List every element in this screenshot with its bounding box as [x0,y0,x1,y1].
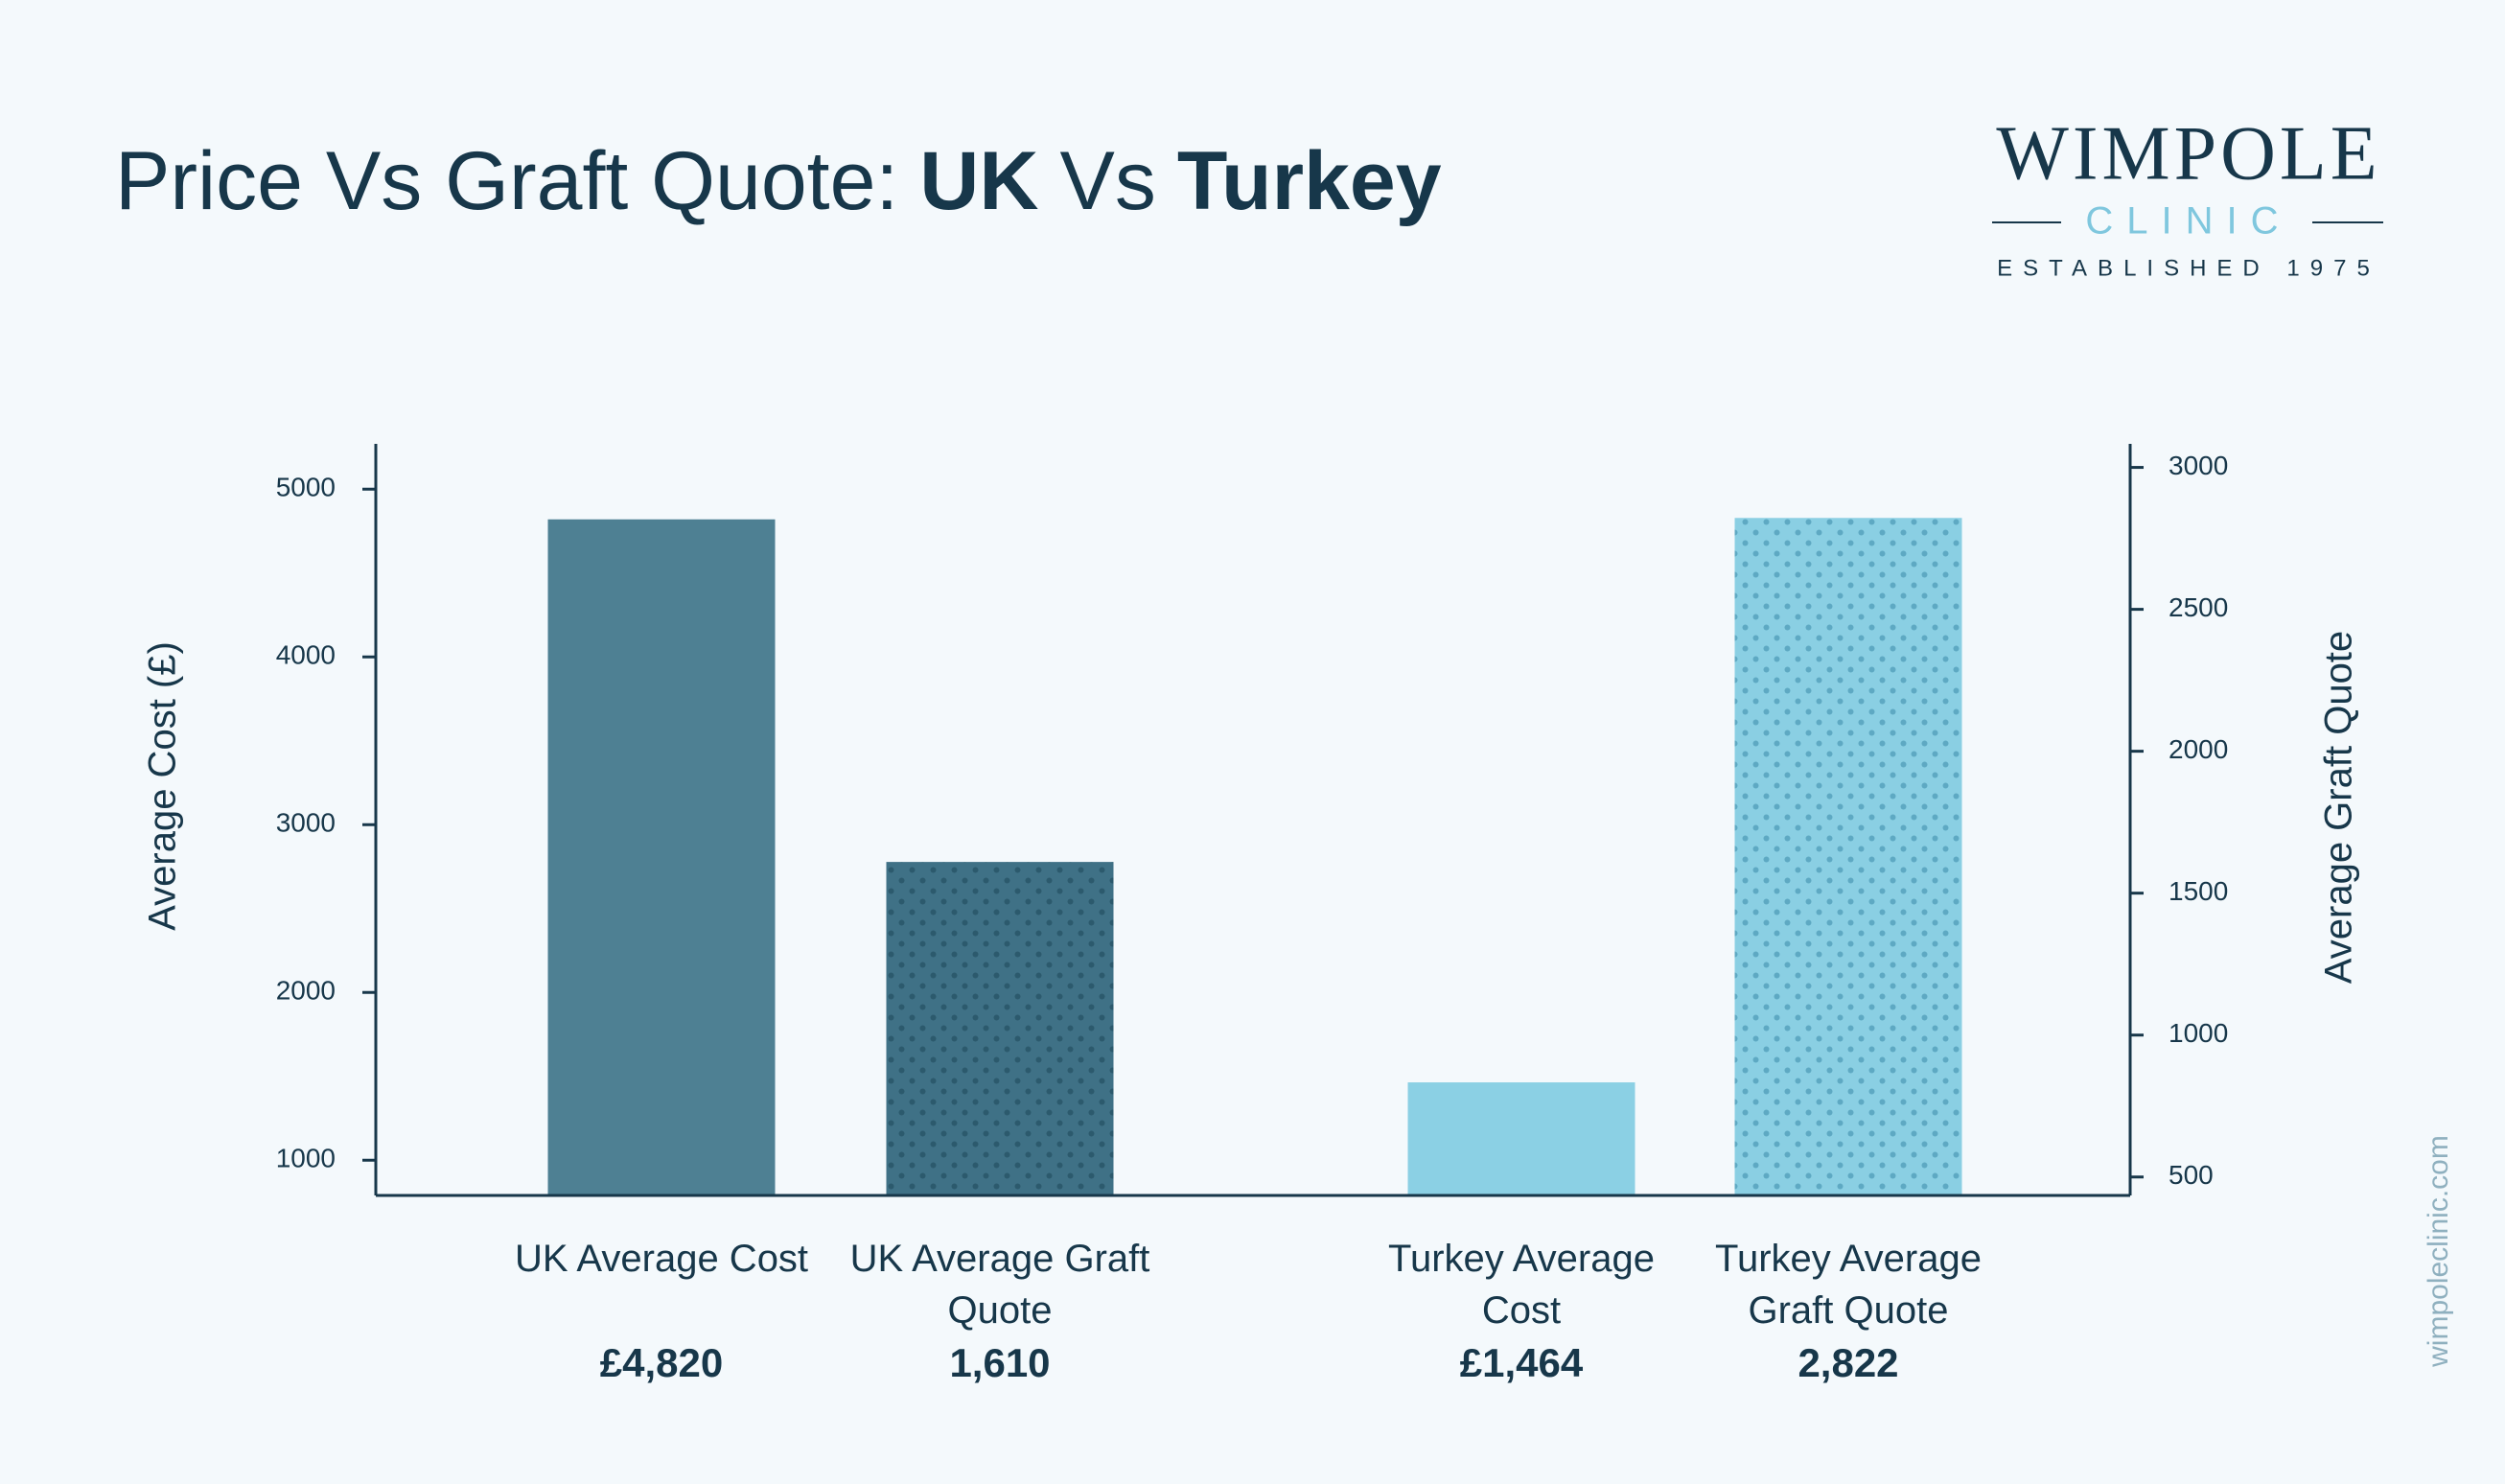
y-tick-label: 3000 [276,808,336,838]
y-axis-title: Average Cost (£) [142,641,184,931]
y-tick-label: 4000 [276,640,336,670]
y2-tick-label: 2000 [2169,734,2228,764]
y-tick-label: 2000 [276,976,336,1006]
chart-title: Price Vs Graft Quote: UK Vs Turkey [115,134,1463,229]
y2-tick-label: 1500 [2169,876,2228,906]
y-tick-label: 5000 [276,473,336,502]
logo-established: ESTABLISHED 1975 [1997,255,2380,281]
value-label: 2,822 [1798,1340,1899,1385]
title-part: Price Vs Graft Quote: [115,135,899,227]
value-label: £4,820 [599,1340,724,1385]
title-part: UK [919,135,1039,227]
y-tick-label: 1000 [276,1144,336,1173]
logo-name: WIMPOLE [1996,111,2380,196]
y2-axis-title: Average Graft Quote [2318,631,2360,984]
y2-tick-label: 2500 [2169,592,2228,622]
website: wimpoleclinic.com [2423,1135,2454,1368]
y2-tick-label: 3000 [2169,451,2228,480]
bar [886,862,1114,1195]
y2-tick-label: 500 [2169,1160,2214,1190]
x-tick-label: UK Average Graft Quote [849,1238,1150,1332]
bar [1407,1082,1635,1195]
x-tick-label: Turkey Average Cost [1388,1238,1655,1332]
bar [547,519,776,1195]
y2-tick-label: 1000 [2169,1018,2228,1048]
bar [1734,518,1962,1195]
title-part: Vs [1059,135,1156,227]
x-tick-label: Turkey Average Graft Quote [1715,1238,1982,1332]
title-part: Turkey [1176,135,1442,227]
logo-sub: CLINIC [2085,200,2291,243]
value-label: 1,610 [949,1340,1051,1385]
x-tick-label: UK Average Cost [514,1238,809,1280]
value-label: £1,464 [1459,1340,1584,1385]
